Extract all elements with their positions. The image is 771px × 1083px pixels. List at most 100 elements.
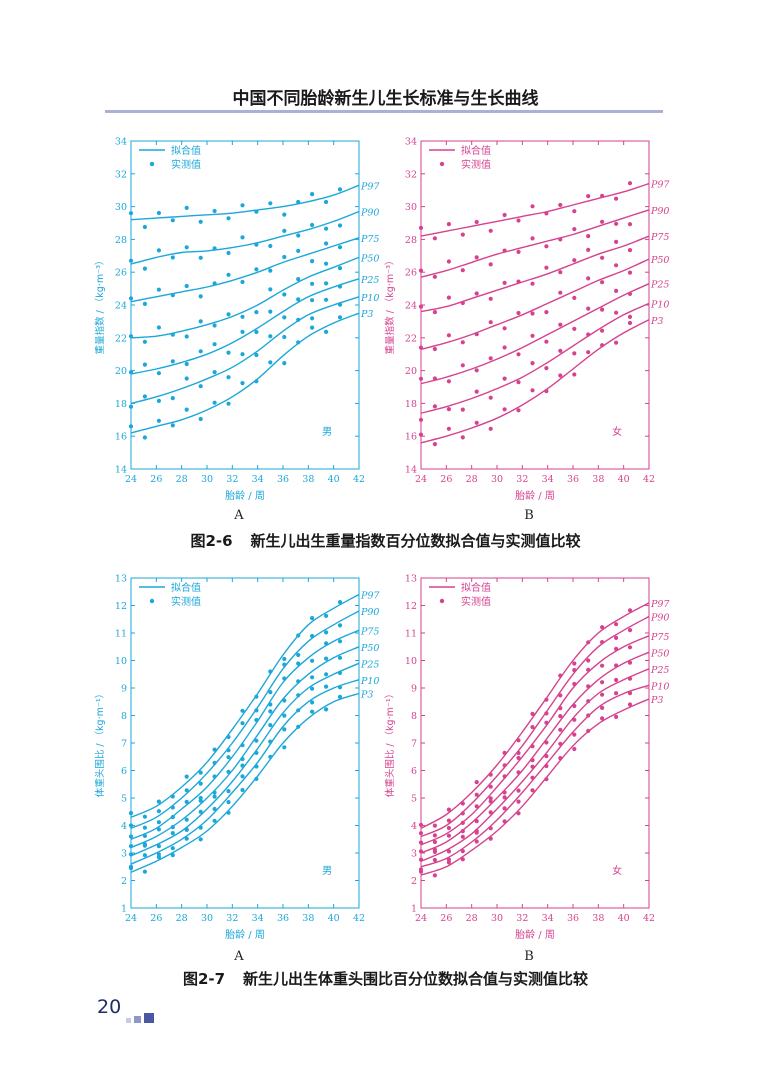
- measured-point: [502, 212, 507, 218]
- measured-point: [627, 320, 633, 326]
- measured-point: [488, 262, 493, 267]
- footer-decoration: [126, 1004, 157, 1023]
- measured-point: [324, 630, 329, 635]
- series-label-p75: P75: [650, 232, 669, 243]
- legend-dot-swatch: [149, 598, 155, 604]
- measured-point: [488, 826, 493, 831]
- measured-point: [600, 328, 605, 333]
- y-tick-label: 24: [115, 301, 127, 312]
- plot-frame: [130, 577, 360, 909]
- x-tick-label: 32: [226, 913, 238, 924]
- measured-point: [627, 628, 633, 633]
- measured-point: [184, 407, 189, 412]
- series-label-p50: P50: [650, 648, 669, 659]
- measured-point: [572, 681, 577, 687]
- measured-point: [240, 763, 245, 768]
- measured-point: [544, 211, 549, 216]
- measured-point: [142, 339, 147, 344]
- measured-point: [128, 404, 134, 409]
- measured-point: [240, 756, 245, 762]
- measured-point: [142, 825, 147, 830]
- y-tick-label: 30: [115, 202, 127, 213]
- measured-point: [418, 840, 424, 845]
- measured-point: [530, 775, 535, 780]
- measured-point: [268, 723, 273, 728]
- measured-point: [516, 380, 521, 385]
- y-tick-label: 10: [115, 656, 127, 667]
- measured-point: [128, 370, 134, 375]
- y-tick-label: 18: [115, 399, 127, 410]
- measured-point: [502, 345, 507, 350]
- measured-point: [282, 254, 287, 260]
- measured-point: [627, 608, 633, 613]
- measured-point: [502, 750, 507, 755]
- series-line-p3: [420, 319, 650, 444]
- figure1-caption: 图2-6 新生儿出生重量指数百分位数拟合值与实测值比较: [0, 530, 771, 551]
- measured-point: [226, 312, 231, 317]
- measured-point: [446, 860, 451, 865]
- y-tick-label: 14: [115, 465, 127, 476]
- series-label-p25: P25: [650, 280, 669, 291]
- measured-point: [310, 709, 315, 714]
- measured-point: [418, 432, 424, 437]
- measured-point: [282, 315, 287, 320]
- figure2-caption: 图2-7 新生儿出生体重头围比百分位数拟合值与实测值比较: [0, 968, 771, 989]
- measured-point: [268, 243, 273, 249]
- measured-point: [432, 823, 437, 828]
- series-label-p3: P3: [650, 695, 663, 706]
- measured-point: [488, 228, 493, 233]
- measured-point: [614, 263, 619, 268]
- y-tick-label: 16: [115, 432, 127, 443]
- measured-point: [572, 703, 577, 709]
- measured-point: [184, 376, 189, 381]
- measured-point: [254, 352, 259, 358]
- measured-point: [296, 652, 301, 658]
- chart-ponderal-index-girls: 14 16 18 20 22 24 26 28 30 32 34 24 26 28 30 32 34 36 38 40…: [384, 137, 670, 503]
- measured-point: [600, 680, 605, 685]
- series-label-p50: P50: [360, 253, 379, 264]
- series-line-p75: [420, 235, 650, 313]
- series-line-p10: [420, 684, 650, 868]
- measured-point: [446, 426, 451, 431]
- measured-point: [226, 216, 231, 221]
- y-tick-label: 9: [121, 684, 127, 695]
- measured-point: [614, 635, 619, 640]
- x-tick-label: 36: [277, 913, 289, 924]
- measured-point: [282, 334, 287, 340]
- measured-point: [544, 310, 549, 315]
- plot-frame: [420, 140, 650, 470]
- x-tick-label: 36: [277, 474, 289, 485]
- measured-point: [614, 677, 619, 683]
- measured-point: [530, 788, 535, 793]
- y-tick-label: 10: [405, 656, 417, 667]
- measured-point: [296, 277, 301, 282]
- x-tick-label: 24: [125, 474, 137, 485]
- measured-point: [446, 825, 451, 831]
- measured-point: [142, 266, 147, 271]
- measured-point: [432, 274, 437, 279]
- measured-point: [418, 857, 424, 862]
- sex-label: 女: [612, 425, 622, 438]
- measured-point: [212, 342, 217, 347]
- measured-point: [627, 181, 633, 186]
- measured-point: [310, 658, 315, 663]
- measured-point: [226, 789, 231, 794]
- measured-point: [530, 236, 535, 241]
- measured-point: [530, 764, 535, 769]
- measured-point: [184, 788, 189, 793]
- measured-point: [268, 360, 273, 365]
- measured-point: [474, 368, 479, 373]
- measured-point: [254, 310, 259, 315]
- series-line-p3: [130, 692, 360, 873]
- legend-fitted-label: 拟合值: [461, 144, 491, 157]
- measured-point: [558, 373, 563, 378]
- measured-point: [296, 248, 301, 253]
- measured-point: [198, 798, 203, 803]
- measured-point: [516, 352, 521, 357]
- measured-point: [156, 371, 161, 376]
- measured-point: [627, 660, 633, 665]
- measured-point: [268, 268, 273, 273]
- measured-point: [198, 294, 203, 299]
- measured-point: [254, 717, 259, 723]
- measured-point: [446, 259, 451, 264]
